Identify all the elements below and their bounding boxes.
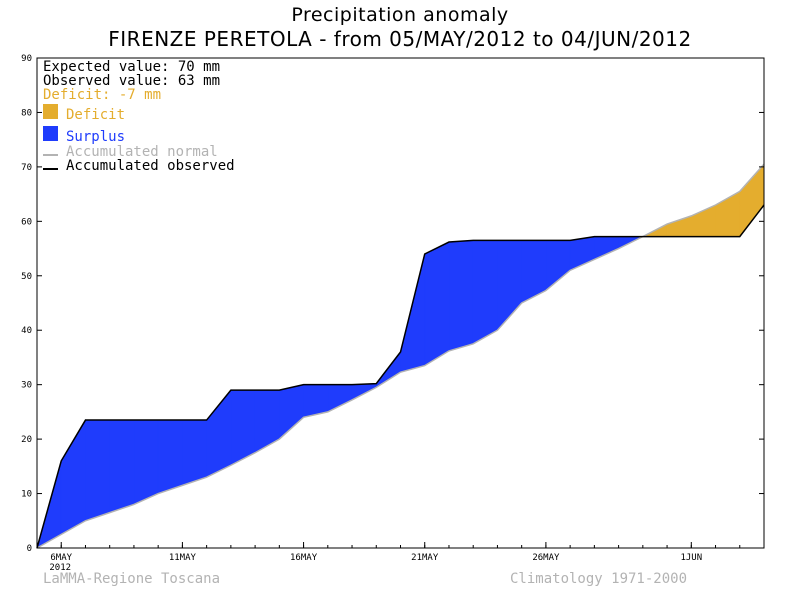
expected-value-text: Expected value: 70 mm	[43, 59, 221, 75]
deficit-area	[666, 215, 692, 237]
surplus-area	[109, 419, 135, 514]
surplus-area	[472, 240, 498, 345]
y-tick-label: 70	[21, 163, 32, 173]
x-tick-label: 16MAY	[290, 553, 318, 563]
y-tick-label: 0	[27, 544, 32, 554]
legend-deficit-swatch	[43, 104, 58, 119]
x-tick-label: 26MAY	[532, 553, 560, 563]
y-tick-label: 60	[21, 217, 32, 227]
surplus-area	[448, 240, 474, 352]
legend-normal-label: Accumulated normal	[66, 144, 218, 160]
deficit-area	[739, 163, 765, 238]
y-tick-label: 90	[21, 54, 32, 64]
surplus-area	[545, 240, 571, 292]
anomaly-fills	[36, 163, 765, 549]
x-tick-label: 6MAY	[50, 553, 72, 563]
surplus-area	[594, 236, 619, 260]
legend-surplus-swatch	[43, 126, 58, 141]
y-tick-label: 10	[21, 490, 32, 500]
surplus-area	[279, 384, 304, 440]
y-tick-label: 20	[21, 435, 32, 445]
surplus-area	[424, 241, 450, 367]
y-tick-label: 30	[21, 381, 32, 391]
chart-subtitle: FIRENZE PERETOLA - from 05/MAY/2012 to 0…	[108, 27, 692, 51]
legend-normal-line	[43, 154, 58, 156]
legend-observed-label: Accumulated observed	[66, 158, 235, 174]
x-tick-label: 11MAY	[169, 553, 197, 563]
surplus-area	[521, 240, 547, 304]
legend-surplus-label: Surplus	[66, 129, 126, 145]
y-tick-label: 40	[21, 326, 32, 336]
series-lines	[36, 163, 765, 549]
surplus-area	[157, 419, 183, 494]
surplus-area	[254, 389, 280, 454]
surplus-area	[133, 419, 159, 505]
footer-climatology: Climatology 1971-2000	[510, 571, 688, 587]
x-tick-label: 1JUN	[680, 553, 702, 563]
y-axis: 0 10 20 30 40 50 60 70 80 90	[21, 54, 764, 554]
observed-value-text: Observed value: 63 mm	[43, 73, 221, 89]
x-tick-label: 21MAY	[411, 553, 439, 563]
accumulated-observed-line	[36, 204, 765, 549]
y-tick-label: 80	[21, 108, 32, 118]
chart-title: Precipitation anomaly	[291, 4, 509, 26]
footer-source: LaMMA-Regione Toscana	[43, 571, 221, 587]
y-tick-label: 50	[21, 272, 32, 282]
deficit-value-text: Deficit: -7 mm	[43, 87, 162, 103]
surplus-area	[206, 389, 232, 478]
surplus-area	[60, 418, 86, 535]
surplus-area	[182, 419, 207, 486]
surplus-area	[85, 419, 110, 522]
x-tick-sublabel: 2012	[49, 563, 71, 573]
legend-deficit-label: Deficit	[66, 107, 126, 123]
surplus-area	[327, 384, 353, 413]
legend-observed-line	[43, 168, 58, 170]
